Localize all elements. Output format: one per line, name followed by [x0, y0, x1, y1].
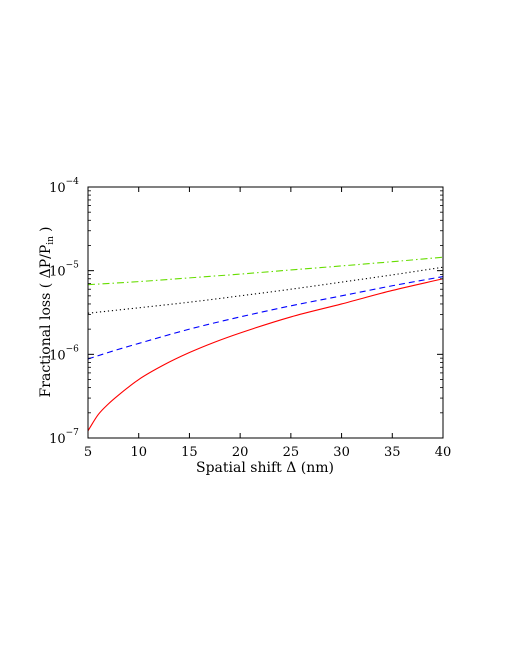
y-tick-label: 10−7 [49, 428, 79, 447]
x-tick-label: 35 [384, 445, 401, 460]
series-line-4 [87, 278, 444, 432]
y-tick-base: 10 [49, 181, 66, 196]
y-axis-label-main: Fractional loss ( ΔP/P [38, 245, 54, 398]
y-tick-exponent: −6 [66, 344, 80, 354]
y-tick-label: 10−6 [49, 344, 79, 363]
y-tick-base: 10 [49, 348, 66, 363]
x-tick-label: 15 [181, 445, 198, 460]
y-tick-label: 10−5 [49, 261, 79, 280]
y-axis-label-close: ) [38, 227, 54, 232]
x-tick-label: 40 [435, 445, 452, 460]
x-tick-label: 5 [84, 445, 92, 460]
y-tick-label: 10−4 [49, 177, 79, 196]
series-line-3 [87, 276, 444, 360]
x-tick-label: 10 [130, 445, 147, 460]
ticks [87, 186, 444, 439]
x-tick-label: 20 [232, 445, 249, 460]
x-tick-label: 25 [283, 445, 300, 460]
x-tick-label: 30 [333, 445, 350, 460]
plot-lines [87, 256, 444, 432]
series-line-2 [87, 266, 444, 314]
y-tick-exponent: −7 [66, 428, 80, 438]
y-axis-label: Fractional loss ( ΔP/Pin) [38, 227, 56, 398]
y-tick-exponent: −4 [66, 177, 80, 187]
y-axis-label-subscript: in [46, 236, 56, 245]
y-tick-base: 10 [49, 265, 66, 280]
series-line-1 [87, 256, 444, 286]
x-axis-label: Spatial shift Δ (nm) [196, 460, 334, 476]
axes-box [87, 186, 444, 439]
y-tick-exponent: −5 [66, 261, 80, 271]
y-tick-base: 10 [49, 432, 66, 447]
